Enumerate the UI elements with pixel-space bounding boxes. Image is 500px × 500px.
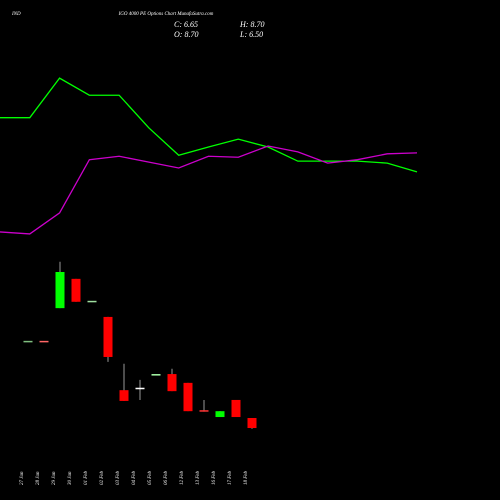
candle-body [167, 374, 177, 392]
x-tick-label: 13 Feb [196, 470, 201, 485]
candle-body [151, 374, 161, 376]
x-tick-label: 12 Feb [180, 470, 185, 485]
x-tick-label: 16 Feb [212, 470, 217, 485]
candle-body [183, 382, 193, 412]
candle-body [199, 410, 209, 412]
x-tick-label: 30 Jan [68, 471, 73, 485]
chart-title: IGO 4000 PE Options Chart MunafaSutra.co… [118, 12, 214, 17]
ohlc-label: C: 6.65 [174, 20, 198, 29]
x-tick-label: 06 Feb [164, 470, 169, 485]
candle-body [103, 316, 113, 357]
x-tick-label: 01 Feb [84, 470, 89, 485]
candle-body [39, 340, 49, 343]
ohlc-label: H: 8.70 [239, 20, 264, 29]
x-tick-label: 02 Feb [100, 470, 105, 485]
candle-body [215, 411, 225, 418]
candle-body [87, 300, 97, 303]
x-tick-label: 27 Jan [20, 471, 25, 485]
x-tick-label: 04 Feb [132, 470, 137, 485]
x-tick-label: 28 Jan [36, 471, 41, 485]
x-tick-label: 03 Feb [116, 470, 121, 485]
candle-body [247, 418, 257, 429]
chart-title-left: IND [11, 12, 21, 17]
indicator-line [0, 145, 418, 235]
candle-body [71, 278, 81, 302]
candle-body [55, 272, 65, 309]
candle-body [119, 390, 129, 401]
candle-body [231, 399, 241, 418]
ohlc-label: L: 6.50 [239, 30, 263, 39]
candle-body [23, 340, 33, 343]
indicator-line [0, 77, 418, 173]
ohlc-label: O: 8.70 [174, 30, 198, 39]
x-tick-label: 18 Feb [244, 470, 249, 485]
candle-body [135, 387, 145, 390]
x-tick-label: 05 Feb [148, 470, 153, 485]
x-tick-label: 29 Jan [52, 471, 57, 485]
x-tick-label: 17 Feb [228, 470, 233, 485]
